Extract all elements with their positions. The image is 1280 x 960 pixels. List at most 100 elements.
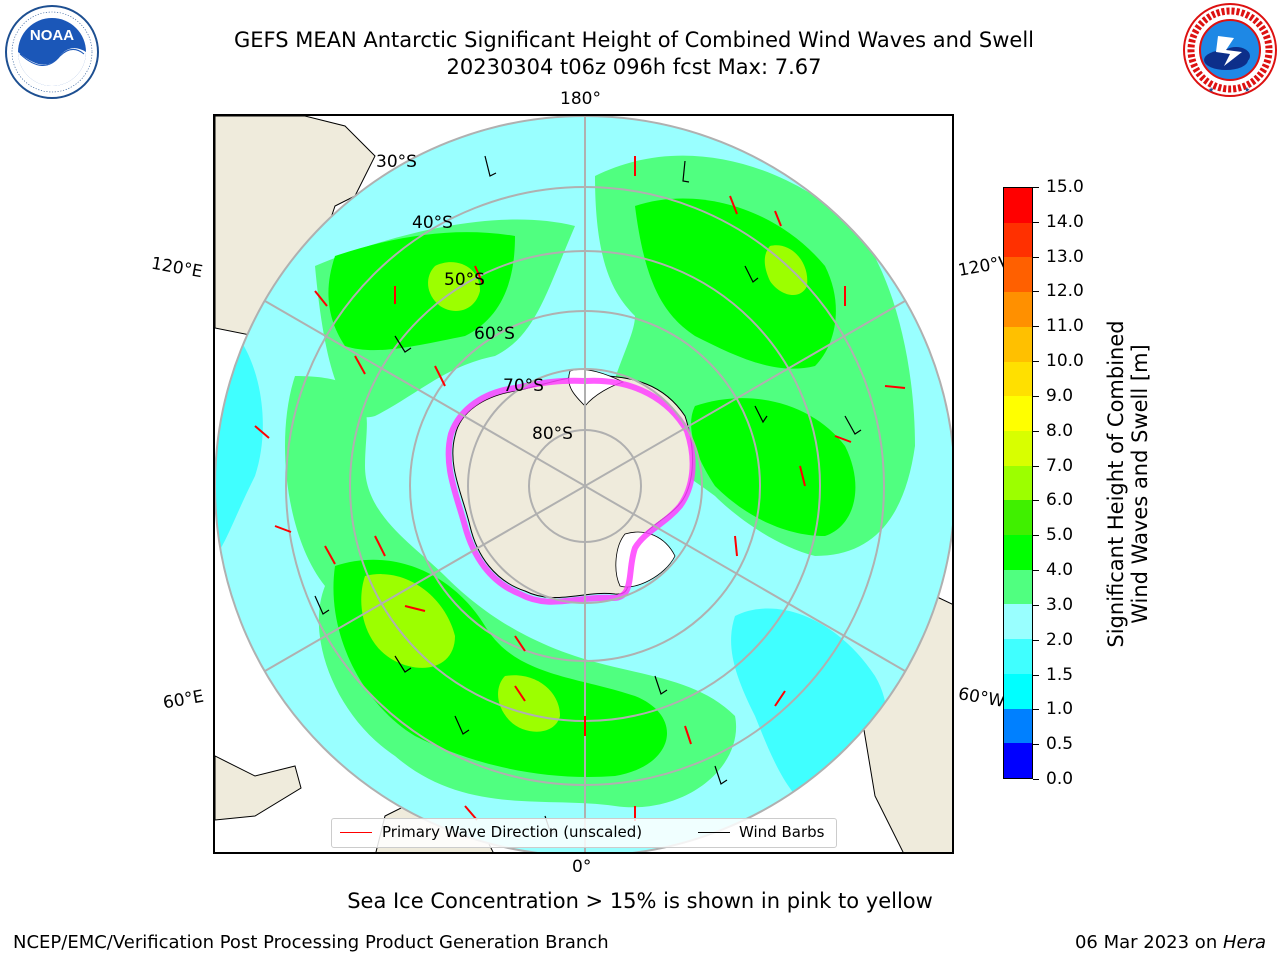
chart-title: GEFS MEAN Antarctic Significant Height o… — [233, 28, 1035, 52]
footer-date-text: 06 Mar 2023 on — [1074, 932, 1223, 953]
noaa-logo-text: NOAA — [30, 27, 74, 44]
wind-barb — [654, 675, 668, 695]
colorbar-tick-label: 10.0 — [1046, 351, 1084, 372]
wave-arrow — [324, 545, 336, 565]
colorbar-tick-label: 5.0 — [1046, 525, 1074, 546]
map-panel — [213, 114, 954, 854]
wind-barb — [682, 160, 690, 183]
colorbar-tick-label: 8.0 — [1046, 420, 1074, 441]
colorbar-segment — [1004, 535, 1032, 570]
colorbar-tick-label: 12.0 — [1046, 281, 1084, 302]
wind-barb — [454, 715, 470, 735]
colorbar-tick-label: 7.0 — [1046, 455, 1074, 476]
colorbar-segment — [1004, 500, 1032, 536]
footer-date: 06 Mar 2023 on Hera — [1075, 932, 1266, 953]
wave-arrow — [474, 265, 484, 285]
wind-barb — [484, 155, 497, 177]
lat-label-60s: 60°S — [474, 324, 515, 344]
colorbar-tick — [1033, 326, 1039, 328]
colorbar-tick-label: 3.0 — [1046, 594, 1074, 615]
colorbar-tick — [1033, 604, 1039, 606]
lat-label-80s: 80°S — [532, 424, 573, 444]
wind-barb — [314, 595, 330, 615]
colorbar-tick-label: 0.5 — [1046, 734, 1074, 755]
colorbar-segment — [1004, 569, 1032, 605]
colorbar-segment — [1004, 396, 1032, 431]
colorbar-tick-label: 11.0 — [1046, 316, 1084, 337]
wave-arrow — [884, 385, 906, 389]
wind-barb — [754, 405, 768, 424]
wave-arrow — [514, 635, 526, 652]
wave-arrow — [464, 805, 478, 821]
colorbar-tick — [1033, 535, 1039, 537]
wave-arrows — [254, 156, 906, 821]
colorbar-segment — [1004, 708, 1032, 744]
lat-label-70s: 70°S — [503, 376, 544, 396]
colorbar-tick — [1033, 221, 1039, 223]
colorbar-tick — [1033, 361, 1039, 363]
lat-label-50s: 50°S — [444, 270, 485, 290]
colorbar-segment — [1004, 222, 1032, 258]
lon-label-120e: 120°E — [149, 253, 205, 283]
colorbar-segment — [1004, 326, 1032, 362]
colorbar-tick — [1033, 430, 1039, 432]
colorbar-tick-label: 6.0 — [1046, 490, 1074, 511]
map-legend: Primary Wave Direction (unscaled) Wind B… — [331, 818, 837, 848]
colorbar-tick — [1033, 465, 1039, 467]
wave-arrow — [314, 290, 328, 307]
wind-barb — [394, 335, 412, 353]
wave-arrow — [774, 690, 786, 707]
colorbar-tick — [1033, 779, 1039, 780]
colorbar-tick-label: 13.0 — [1046, 246, 1084, 267]
colorbar-tick — [1033, 709, 1039, 711]
colorbar-tick-label: 14.0 — [1046, 211, 1084, 232]
wind-barb-swatch — [698, 832, 730, 833]
wave-arrow — [354, 355, 366, 375]
colorbar-tick — [1033, 570, 1039, 572]
colorbar-segment — [1004, 465, 1032, 501]
nws-logo: ★ ★ — [1183, 3, 1277, 97]
svg-text:★: ★ — [1208, 86, 1214, 94]
colorbar-segment — [1004, 188, 1032, 223]
wave-arrow — [374, 535, 386, 557]
lon-label-180: 180° — [560, 89, 601, 109]
legend-wave-label: Primary Wave Direction (unscaled) — [382, 823, 643, 841]
wind-barbs — [314, 155, 862, 835]
colorbar-tick — [1033, 500, 1039, 502]
chart-subtitle: 20230304 t06z 096h fcst Max: 7.67 — [446, 55, 822, 79]
sea-ice-caption: Sea Ice Concentration > 15% is shown in … — [347, 889, 933, 913]
wave-arrow-swatch — [340, 832, 372, 833]
colorbar-tick — [1033, 674, 1039, 676]
colorbar-segment — [1004, 604, 1032, 640]
colorbar-label-line2: Wind Waves and Swell [m] — [1128, 344, 1152, 624]
wave-arrow — [834, 435, 852, 443]
wave-arrow — [799, 465, 806, 487]
antarctica — [445, 369, 696, 605]
wind-barb — [744, 265, 759, 283]
colorbar-segment — [1004, 292, 1032, 327]
colorbar-tick — [1033, 187, 1039, 188]
colorbar-tick — [1033, 395, 1039, 397]
colorbar-label-line1: Significant Height of Combined — [1104, 320, 1128, 648]
wind-barb — [394, 655, 412, 673]
lon-label-0: 0° — [572, 857, 592, 877]
wave-arrow — [274, 525, 292, 533]
colorbar-segment — [1004, 257, 1032, 293]
colorbar-segment — [1004, 639, 1032, 674]
wave-arrow — [774, 210, 782, 227]
lat-label-40s: 40°S — [412, 213, 453, 233]
colorbar-segment — [1004, 430, 1032, 466]
colorbar-tick-label: 9.0 — [1046, 385, 1074, 406]
wave-arrow — [434, 365, 446, 387]
colorbar-tick-label: 1.5 — [1046, 664, 1074, 685]
lat-label-30s: 30°S — [376, 152, 417, 172]
colorbar-segment — [1004, 361, 1032, 397]
colorbar-tick — [1033, 291, 1039, 293]
wave-arrow — [514, 685, 526, 702]
colorbar-tick-label: 15.0 — [1046, 177, 1084, 197]
wave-arrow — [684, 725, 692, 745]
colorbar-label: Significant Height of Combined Wind Wave… — [1104, 264, 1152, 704]
colorbar-tick-label: 0.0 — [1046, 769, 1074, 789]
svg-text:★: ★ — [1244, 86, 1250, 94]
legend-wind-label: Wind Barbs — [739, 823, 825, 841]
